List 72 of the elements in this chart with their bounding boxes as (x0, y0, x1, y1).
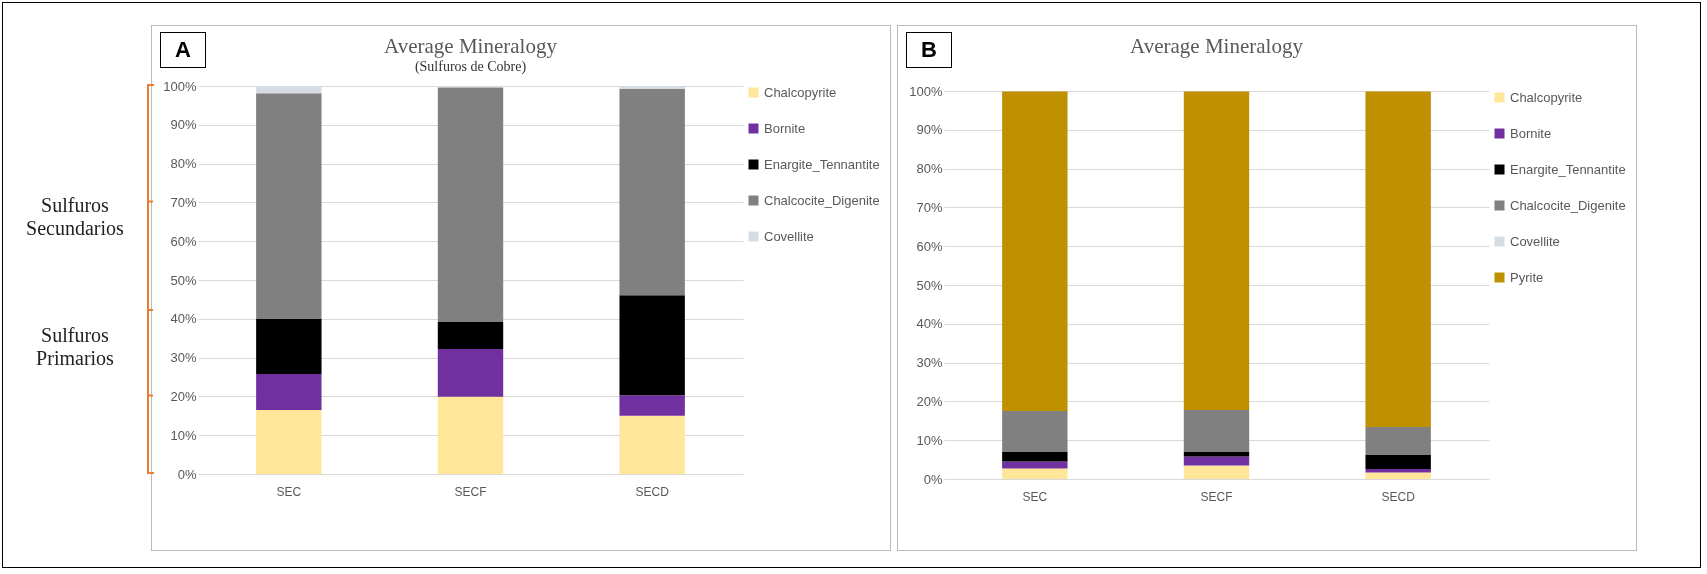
legend-label: Pyrite (1510, 269, 1544, 285)
y-tick-label: 90% (170, 117, 197, 133)
y-tick-label: 20% (170, 388, 197, 404)
y-tick-label: 80% (916, 161, 943, 177)
y-tick-label: 100% (163, 78, 197, 94)
y-tick-label: 30% (916, 355, 943, 371)
bar (437, 87, 504, 322)
text: Sulfuros Secundarios (25, 194, 125, 241)
text: B (906, 32, 952, 68)
bar (256, 373, 322, 410)
y-tick-label: 0% (923, 471, 943, 487)
x-tick-label: SECD (1381, 489, 1416, 504)
bar (1002, 411, 1068, 452)
x-tick-label: SEC (276, 484, 302, 499)
y-tick-label: 90% (916, 122, 943, 138)
legend-label: Bornite (764, 120, 806, 136)
bar (256, 93, 322, 319)
y-tick-label: 100% (909, 83, 943, 99)
bar (619, 415, 685, 474)
x-tick-label: SECF (454, 484, 487, 499)
legend-label: Chalcopyrite (1510, 89, 1583, 105)
legend-label: Chalcocite_Digenite (764, 192, 880, 208)
bar (619, 89, 685, 296)
x-tick-label: SEC (1022, 489, 1048, 504)
bar (437, 396, 504, 474)
bar (437, 321, 504, 350)
y-tick-label: 10% (170, 427, 197, 443)
y-tick-label: 40% (916, 316, 943, 332)
bar (1365, 454, 1431, 469)
chart-subtitle: (Sulfuros de Cobre) (414, 59, 527, 75)
bar (256, 409, 322, 474)
y-tick-label: 20% (916, 393, 943, 409)
bar (1183, 456, 1250, 466)
bar (1002, 468, 1068, 479)
y-tick-label: 40% (170, 311, 197, 327)
bar (1365, 427, 1431, 455)
text: A (160, 32, 206, 68)
y-tick-label: 60% (170, 233, 197, 249)
text: Sulfuros Primarios (35, 323, 115, 370)
legend-label: Covellite (1510, 233, 1560, 249)
legend-label: Chalcopyrite (764, 84, 837, 100)
y-tick-label: 0% (177, 466, 197, 482)
y-tick-label: 80% (170, 156, 197, 172)
y-tick-label: 70% (170, 194, 197, 210)
bar (1002, 461, 1068, 469)
y-tick-label: 30% (170, 350, 197, 366)
legend-label: Covellite (764, 228, 814, 244)
legend-label: Bornite (1510, 125, 1552, 141)
bar (1183, 465, 1250, 479)
bar (619, 395, 685, 416)
y-tick-label: 50% (170, 272, 197, 288)
bar (1183, 451, 1250, 457)
chart-title: Average Mineralogy (384, 34, 558, 58)
bar (437, 349, 504, 397)
bar (1365, 472, 1431, 479)
bar (1183, 409, 1250, 452)
y-tick-label: 70% (916, 199, 943, 215)
y-tick-label: 50% (916, 277, 943, 293)
bar (1002, 451, 1068, 462)
legend-label: Chalcocite_Digenite (1510, 197, 1626, 213)
bar (256, 318, 322, 374)
x-tick-label: SECD (635, 484, 670, 499)
y-tick-label: 60% (916, 238, 943, 254)
bar (619, 295, 685, 396)
x-tick-label: SECF (1200, 489, 1233, 504)
chart-title: Average Mineralogy (1130, 34, 1304, 58)
legend-label: Enargite_Tennantite (1510, 161, 1626, 177)
bar (1002, 91, 1068, 412)
bar (1183, 91, 1250, 410)
legend-label: Enargite_Tennantite (764, 156, 880, 172)
bar (1365, 91, 1431, 428)
y-tick-label: 10% (916, 432, 943, 448)
